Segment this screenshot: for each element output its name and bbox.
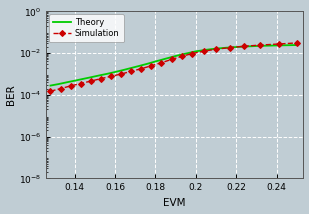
Simulation: [59, 87, 62, 90]
Line: Simulation: Simulation: [49, 41, 299, 93]
Theory: [178, 54, 181, 56]
Theory: [214, 47, 218, 50]
Theory: [255, 45, 258, 47]
Simulation: [259, 44, 262, 46]
Theory: [244, 45, 248, 48]
Theory: [97, 74, 101, 77]
Simulation: [109, 75, 113, 77]
X-axis label: EVM: EVM: [163, 198, 186, 208]
Simulation: [79, 82, 83, 85]
Simulation: [160, 61, 163, 64]
Theory: [73, 79, 77, 82]
Theory: [49, 84, 52, 87]
Simulation: [202, 50, 206, 52]
Simulation: [190, 52, 194, 55]
Theory: [89, 76, 93, 79]
Simulation: [170, 58, 173, 61]
Theory: [113, 71, 117, 73]
Legend: Theory, Simulation: Theory, Simulation: [49, 14, 124, 42]
Theory: [170, 56, 173, 58]
Simulation: [49, 90, 52, 92]
Theory: [57, 83, 60, 85]
Theory: [204, 49, 208, 51]
Simulation: [242, 45, 246, 48]
Theory: [186, 52, 189, 54]
Simulation: [139, 67, 143, 70]
Theory: [81, 78, 85, 80]
Theory: [154, 60, 157, 63]
Theory: [295, 44, 298, 46]
Simulation: [277, 43, 280, 45]
Theory: [265, 45, 268, 47]
Theory: [285, 44, 289, 46]
Theory: [194, 50, 198, 53]
Theory: [162, 58, 165, 61]
Simulation: [295, 42, 298, 44]
Theory: [105, 73, 109, 75]
Simulation: [180, 55, 184, 58]
Simulation: [129, 70, 133, 73]
Simulation: [69, 85, 73, 87]
Theory: [234, 46, 238, 48]
Theory: [138, 65, 141, 67]
Theory: [224, 46, 228, 49]
Simulation: [89, 80, 93, 82]
Y-axis label: BER: BER: [6, 85, 16, 105]
Theory: [65, 81, 69, 84]
Simulation: [99, 77, 103, 80]
Theory: [121, 69, 125, 71]
Simulation: [214, 48, 218, 51]
Simulation: [119, 73, 123, 75]
Simulation: [228, 46, 232, 49]
Line: Theory: Theory: [50, 45, 297, 86]
Theory: [129, 67, 133, 69]
Theory: [275, 44, 278, 47]
Simulation: [150, 64, 153, 67]
Theory: [146, 62, 149, 65]
